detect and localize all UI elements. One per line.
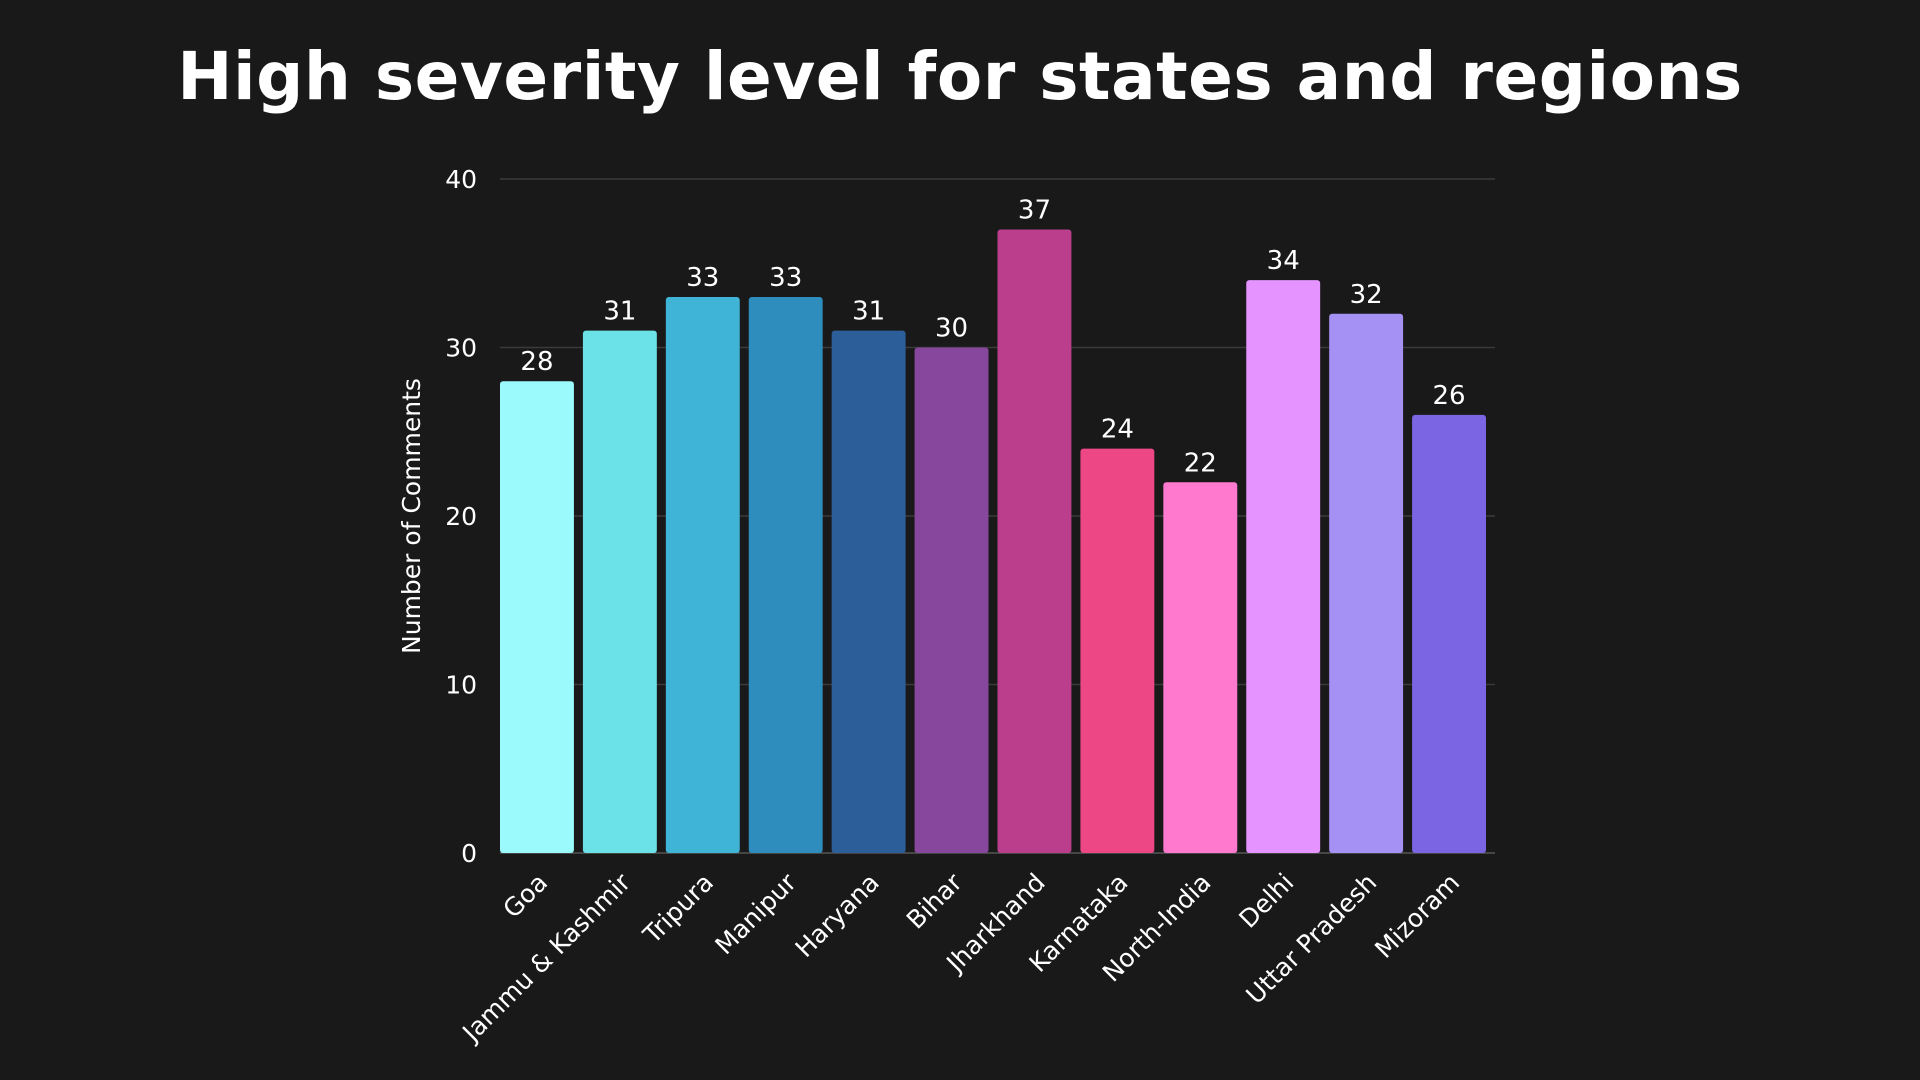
bar-tripura — [665, 296, 740, 853]
bars — [500, 229, 1486, 854]
bar-goa — [500, 381, 574, 853]
y-tick-label: 40 — [445, 165, 477, 194]
y-tick-label: 0 — [461, 839, 477, 868]
x-tick-label: Mizoram — [1369, 868, 1465, 964]
bar-uttar-pradesh — [1329, 313, 1404, 853]
bar-value-label: 28 — [520, 347, 553, 377]
bar-value-label: 31 — [603, 297, 636, 327]
bar-north-india — [1163, 482, 1238, 853]
y-tick-label: 10 — [445, 671, 477, 700]
bar-value-label: 24 — [1101, 415, 1134, 445]
bar-bihar — [914, 347, 989, 853]
y-tick-label: 30 — [445, 334, 477, 363]
chart-title: High severity level for states and regio… — [177, 38, 1743, 115]
bar-value-label: 33 — [769, 263, 802, 293]
bar-jharkhand — [997, 229, 1072, 854]
x-tick-label: Tripura — [637, 868, 719, 950]
x-tick-label: Goa — [497, 868, 553, 924]
bar-value-label: 31 — [852, 297, 885, 327]
bar-delhi — [1246, 280, 1321, 854]
bar-value-label: 34 — [1267, 246, 1300, 276]
x-tick-label: Bihar — [901, 867, 968, 934]
bar-jammu-kashmir — [582, 330, 657, 853]
x-tick-label: Delhi — [1233, 868, 1299, 934]
x-tick-label: Manipur — [710, 867, 803, 960]
bar-mizoram — [1412, 414, 1486, 853]
x-tick-label: Haryana — [790, 868, 885, 963]
bar-value-label: 22 — [1184, 448, 1217, 478]
bar-karnataka — [1080, 448, 1155, 853]
y-axis: 0 10 20 30 40 — [445, 165, 477, 868]
y-axis-title: Number of Comments — [397, 378, 426, 654]
bar-manipur — [748, 296, 823, 853]
y-tick-label: 20 — [445, 502, 477, 531]
bar-value-label: 33 — [686, 263, 719, 293]
bar-haryana — [831, 330, 906, 853]
bar-value-label: 37 — [1018, 196, 1051, 226]
bar-value-label: 32 — [1350, 280, 1383, 310]
bar-value-labels: 28 31 33 33 31 30 37 24 22 34 32 26 — [520, 196, 1465, 479]
bar-value-label: 26 — [1432, 381, 1465, 411]
bar-value-label: 30 — [935, 314, 968, 344]
